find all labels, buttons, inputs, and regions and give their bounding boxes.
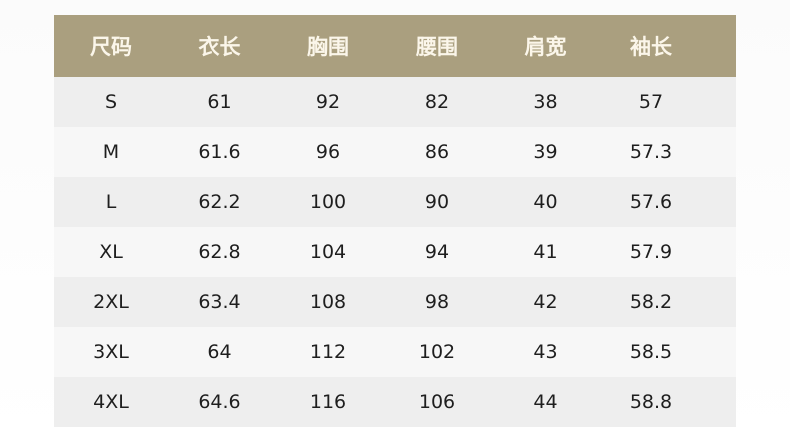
measurement-cell: 116	[309, 391, 347, 413]
measurement-cell: 98	[424, 291, 450, 313]
measurement-cell: 58.2	[629, 291, 673, 313]
header-cell: 胸围	[307, 35, 349, 59]
measurement-cell: 64	[207, 341, 232, 363]
measurement-cell: 38	[533, 91, 558, 113]
measurement-cell: 42	[533, 291, 558, 313]
measurement-cell: 62.8	[198, 241, 241, 263]
size-cell: XL	[99, 241, 123, 263]
header-cell: 衣长	[198, 35, 241, 59]
measurement-cell: 57.3	[629, 141, 673, 163]
size-cell: L	[105, 191, 117, 213]
measurement-cell: 108	[309, 291, 347, 313]
measurement-cell: 86	[424, 141, 450, 163]
measurement-cell: 61	[207, 91, 232, 113]
measurement-cell: 102	[418, 341, 456, 363]
measurement-cell: 96	[315, 141, 341, 163]
measurement-cell: 100	[309, 191, 347, 213]
table-row: S 61 92 82 38 57	[54, 77, 736, 127]
measurement-cell: 61.6	[198, 141, 241, 163]
table-row: XL 62.8 104 94 41 57.9	[54, 227, 736, 277]
header-cell: 腰围	[416, 35, 458, 59]
header-cell: 肩宽	[524, 35, 567, 59]
measurement-cell: 57	[638, 91, 664, 113]
measurement-cell: 90	[424, 191, 450, 213]
measurement-cell: 112	[309, 341, 347, 363]
measurement-cell: 40	[533, 191, 558, 213]
table-header-row: 尺码 衣长 胸围 腰围 肩宽 袖长	[54, 15, 736, 77]
table-row: M 61.6 96 86 39 57.3	[54, 127, 736, 177]
measurement-cell: 57.6	[629, 191, 673, 213]
size-chart-table: 尺码 衣长 胸围 腰围 肩宽 袖长 S 61 92 82 38 57 M 61.6 96 86 39…	[54, 15, 736, 427]
table-row: 3XL 64 112 102 43 58.5	[54, 327, 736, 377]
measurement-cell: 82	[424, 91, 450, 113]
size-cell: M	[102, 141, 120, 163]
size-cell: 4XL	[93, 391, 129, 413]
size-cell: 3XL	[93, 341, 129, 363]
measurement-cell: 64.6	[198, 391, 241, 413]
measurement-cell: 63.4	[198, 291, 241, 313]
header-cell: 尺码	[90, 35, 132, 59]
measurement-cell: 94	[424, 241, 450, 263]
measurement-cell: 62.2	[198, 191, 241, 213]
measurement-cell: 41	[533, 241, 558, 263]
size-cell: 2XL	[93, 291, 129, 313]
measurement-cell: 39	[533, 141, 558, 163]
table-row: 2XL 63.4 108 98 42 58.2	[54, 277, 736, 327]
header-cell: 袖长	[630, 35, 672, 59]
measurement-cell: 58.5	[629, 341, 673, 363]
measurement-cell: 43	[533, 341, 558, 363]
measurement-cell: 104	[309, 241, 347, 263]
measurement-cell: 106	[418, 391, 456, 413]
measurement-cell: 92	[315, 91, 341, 113]
measurement-cell: 44	[533, 391, 558, 413]
table-row: L 62.2 100 90 40 57.6	[54, 177, 736, 227]
table-row: 4XL 64.6 116 106 44 58.8	[54, 377, 736, 427]
measurement-cell: 57.9	[629, 241, 673, 263]
size-cell: S	[104, 91, 118, 113]
measurement-cell: 58.8	[629, 391, 673, 413]
